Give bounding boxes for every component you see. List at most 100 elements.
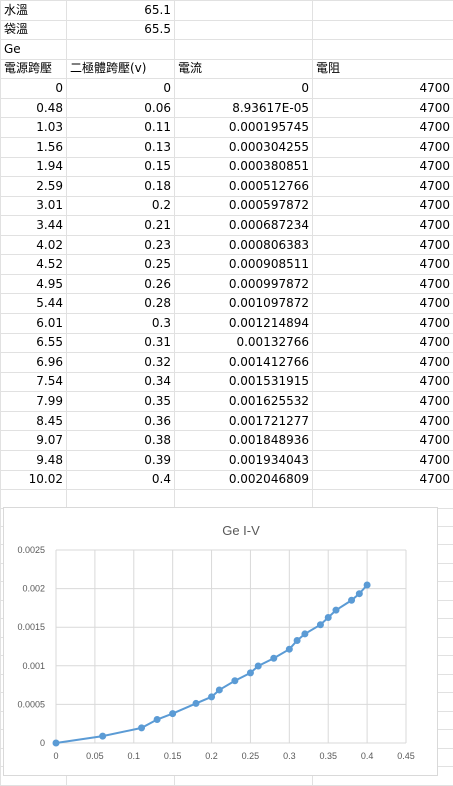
- cell[interactable]: 0.36: [66, 410, 175, 432]
- cell[interactable]: 1.03: [0, 117, 67, 138]
- cell[interactable]: 4700: [312, 273, 453, 295]
- cell[interactable]: 4700: [312, 313, 453, 334]
- cell[interactable]: 0.35: [66, 391, 175, 412]
- cell[interactable]: 0.38: [66, 430, 175, 451]
- cell[interactable]: 0.000806383: [174, 234, 313, 256]
- cell[interactable]: 0: [174, 78, 313, 99]
- cell[interactable]: 0.000512766: [174, 176, 313, 197]
- empty-cell[interactable]: [174, 489, 313, 509]
- cell[interactable]: [174, 19, 313, 41]
- cell[interactable]: [312, 39, 453, 60]
- cell[interactable]: 4700: [312, 117, 453, 138]
- cell[interactable]: 1.56: [0, 136, 67, 158]
- cell[interactable]: [174, 0, 313, 21]
- cell[interactable]: 0.15: [66, 156, 175, 178]
- cell[interactable]: 2.59: [0, 176, 67, 197]
- cell[interactable]: 0.000687234: [174, 215, 313, 236]
- cell[interactable]: 水溫: [0, 0, 67, 21]
- chart-ge-iv[interactable]: Ge I-V 0 0.0005 0.001 0.0015 0.002 0.0025 0 0.05…: [3, 507, 438, 776]
- cell[interactable]: 0.000997872: [174, 273, 313, 295]
- cell[interactable]: 電流: [174, 58, 313, 80]
- cell[interactable]: 0.13: [66, 136, 175, 158]
- cell[interactable]: 4700: [312, 97, 453, 119]
- cell[interactable]: 0.11: [66, 117, 175, 138]
- cell[interactable]: 電源跨壓: [0, 58, 67, 80]
- cell[interactable]: 0.001531915: [174, 371, 313, 393]
- cell[interactable]: 0.48: [0, 97, 67, 119]
- cell[interactable]: 0.000304255: [174, 136, 313, 158]
- cell[interactable]: 0.001721277: [174, 410, 313, 432]
- cell[interactable]: 0.001934043: [174, 449, 313, 471]
- cell[interactable]: 10.02: [0, 469, 67, 491]
- cell[interactable]: 4700: [312, 136, 453, 158]
- cell[interactable]: 0.000380851: [174, 156, 313, 178]
- cell[interactable]: 4700: [312, 410, 453, 432]
- cell[interactable]: 0.06: [66, 97, 175, 119]
- cell[interactable]: 4700: [312, 469, 453, 491]
- cell[interactable]: 0.34: [66, 371, 175, 393]
- cell[interactable]: 0.39: [66, 449, 175, 471]
- cell[interactable]: 4700: [312, 195, 453, 217]
- cell[interactable]: 4700: [312, 332, 453, 354]
- cell[interactable]: 0.21: [66, 215, 175, 236]
- cell[interactable]: 3.44: [0, 215, 67, 236]
- cell[interactable]: 4700: [312, 254, 453, 275]
- cell[interactable]: 1.94: [0, 156, 67, 178]
- cell[interactable]: 4700: [312, 391, 453, 412]
- cell[interactable]: 6.96: [0, 352, 67, 373]
- cell[interactable]: 4700: [312, 156, 453, 178]
- cell[interactable]: 0.32: [66, 352, 175, 373]
- cell[interactable]: 6.01: [0, 313, 67, 334]
- cell[interactable]: 0.001097872: [174, 293, 313, 314]
- cell[interactable]: 4.02: [0, 234, 67, 256]
- cell[interactable]: 0.001625532: [174, 391, 313, 412]
- cell[interactable]: 0.18: [66, 176, 175, 197]
- cell[interactable]: 9.48: [0, 449, 67, 471]
- cell[interactable]: 0.25: [66, 254, 175, 275]
- cell[interactable]: [174, 39, 313, 60]
- cell[interactable]: 8.45: [0, 410, 67, 432]
- cell[interactable]: 4700: [312, 430, 453, 451]
- cell[interactable]: 7.99: [0, 391, 67, 412]
- cell[interactable]: 0.001214894: [174, 313, 313, 334]
- cell[interactable]: 0.28: [66, 293, 175, 314]
- cell[interactable]: 9.07: [0, 430, 67, 451]
- cell[interactable]: 0.4: [66, 469, 175, 491]
- cell[interactable]: 5.44: [0, 293, 67, 314]
- cell[interactable]: 0.26: [66, 273, 175, 295]
- cell[interactable]: 4.95: [0, 273, 67, 295]
- empty-cell[interactable]: [66, 489, 175, 509]
- cell[interactable]: 0: [66, 78, 175, 99]
- cell[interactable]: 0.002046809: [174, 469, 313, 491]
- cell[interactable]: 0.2: [66, 195, 175, 217]
- cell[interactable]: 0.31: [66, 332, 175, 354]
- cell[interactable]: Ge: [0, 39, 67, 60]
- cell[interactable]: 二極體跨壓(v): [66, 58, 175, 80]
- cell[interactable]: 0: [0, 78, 67, 99]
- empty-cell[interactable]: [312, 489, 453, 509]
- cell[interactable]: 4700: [312, 371, 453, 393]
- cell[interactable]: 4.52: [0, 254, 67, 275]
- cell[interactable]: 電阻: [312, 58, 453, 80]
- cell[interactable]: 8.93617E-05: [174, 97, 313, 119]
- cell[interactable]: 0.00132766: [174, 332, 313, 354]
- cell[interactable]: [312, 19, 453, 41]
- cell[interactable]: 0.000597872: [174, 195, 313, 217]
- cell[interactable]: 4700: [312, 293, 453, 314]
- cell[interactable]: 袋溫: [0, 19, 67, 41]
- cell[interactable]: 4700: [312, 234, 453, 256]
- cell[interactable]: 4700: [312, 78, 453, 99]
- cell[interactable]: 4700: [312, 352, 453, 373]
- cell[interactable]: 0.3: [66, 313, 175, 334]
- cell[interactable]: 0.001848936: [174, 430, 313, 451]
- cell[interactable]: 6.55: [0, 332, 67, 354]
- cell[interactable]: 4700: [312, 449, 453, 471]
- cell[interactable]: [66, 39, 175, 60]
- cell[interactable]: 3.01: [0, 195, 67, 217]
- cell[interactable]: 0.000195745: [174, 117, 313, 138]
- cell[interactable]: 65.5: [66, 19, 175, 41]
- cell[interactable]: 0.23: [66, 234, 175, 256]
- empty-cell[interactable]: [0, 489, 67, 509]
- cell[interactable]: 65.1: [66, 0, 175, 21]
- cell[interactable]: 0.000908511: [174, 254, 313, 275]
